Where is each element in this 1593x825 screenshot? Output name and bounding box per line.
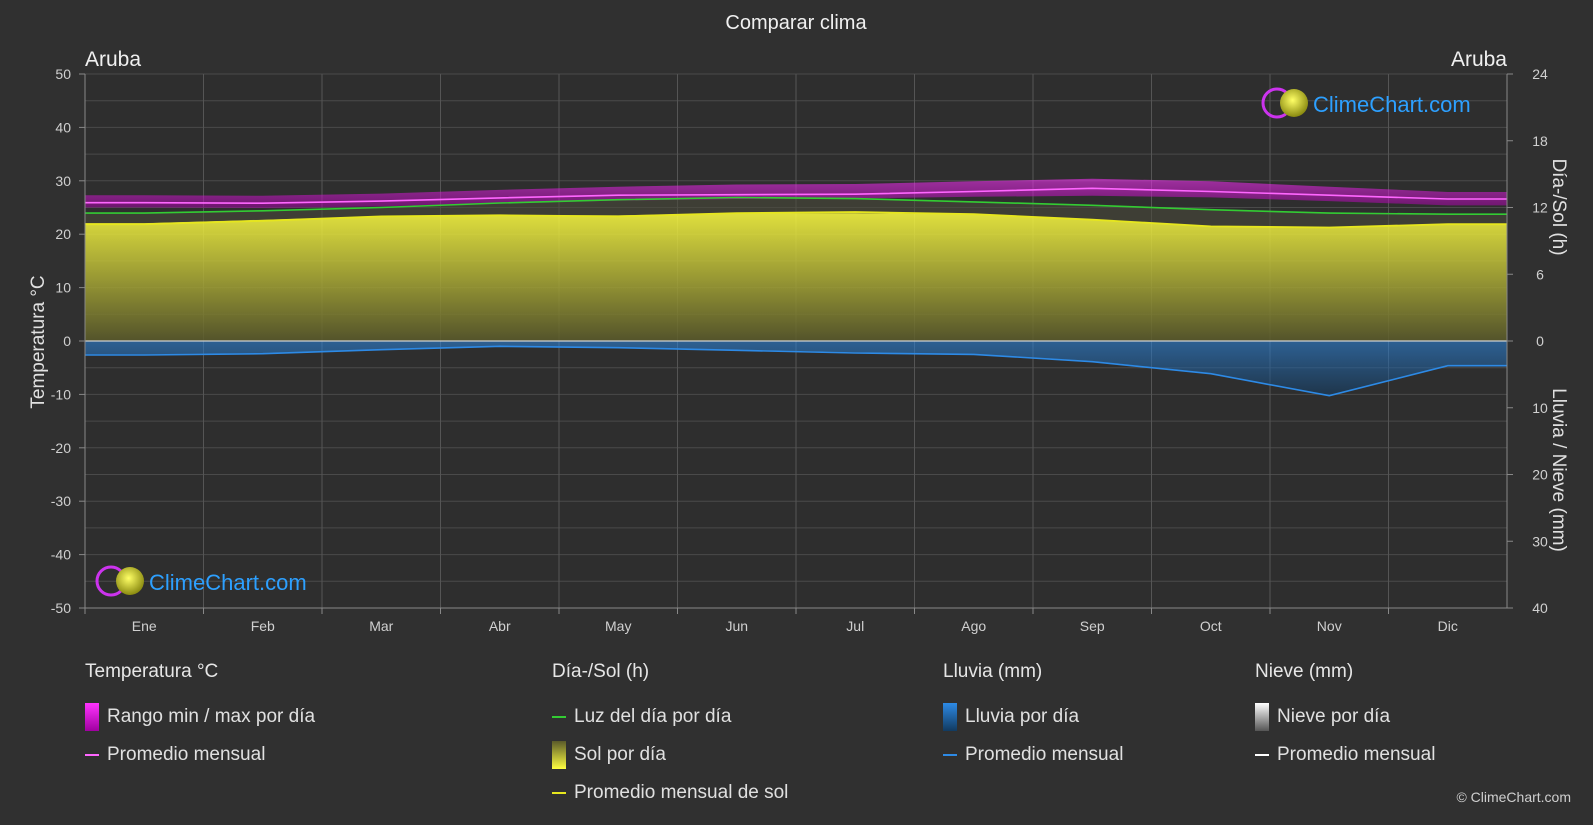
legend-label: Sol por día <box>574 744 666 765</box>
legend-item-snow-daily: Nieve por día <box>1255 698 1435 736</box>
x-month-label: Ene <box>132 618 157 634</box>
legend-title: Día-/Sol (h) <box>552 661 650 682</box>
climechart-logo-icon <box>1261 87 1308 119</box>
y-right-bottom-tick-label: 10 <box>1532 400 1548 416</box>
x-month-label: Ago <box>961 618 986 634</box>
y-right-top-tick-label: 18 <box>1532 133 1548 149</box>
sun-swatch-icon <box>552 741 566 769</box>
legend-label: Luz del día por día <box>574 706 732 727</box>
watermark-bottom: ClimeChart.com <box>95 565 307 597</box>
y-axis-right-top-label: Día-/Sol (h) <box>1548 158 1569 255</box>
temp-mean-line-icon <box>85 754 99 756</box>
y-left-tick-label: 50 <box>55 66 71 82</box>
x-month-label: Sep <box>1080 618 1105 634</box>
y-right-top-tick-label: 24 <box>1532 66 1548 82</box>
legend-group-rain: Lluvia (mm) Lluvia por día Promedio mens… <box>943 660 1123 774</box>
x-month-label: May <box>605 618 631 634</box>
legend-label: Nieve por día <box>1277 706 1391 727</box>
watermark-bottom-text: ClimeChart.com <box>149 570 307 595</box>
legend-label: Promedio mensual <box>107 744 266 765</box>
location-right: Aruba <box>1451 48 1507 71</box>
legend: Temperatura °C Rango min / max por día P… <box>0 660 1593 810</box>
legend-group-temperature: Temperatura °C Rango min / max por día P… <box>85 660 315 774</box>
temp-range-band <box>85 178 1507 208</box>
legend-item-daylight: Luz del día por día <box>552 698 788 736</box>
daylight-line-icon <box>552 716 566 718</box>
daylight-line <box>85 196 1507 215</box>
y-left-tick-label: 0 <box>63 333 71 349</box>
y-right-top-tick-label: 12 <box>1532 200 1548 216</box>
y-left-tick-label: -20 <box>51 440 71 456</box>
copyright: © ClimeChart.com <box>1456 789 1571 805</box>
y-left-tick-label: -10 <box>51 386 71 402</box>
legend-title: Nieve (mm) <box>1255 661 1354 682</box>
x-month-label: Dic <box>1438 618 1458 634</box>
x-month-label: Jul <box>846 618 864 634</box>
sun-area <box>85 213 1507 341</box>
rain-mean-line <box>85 345 1507 397</box>
legend-label: Promedio mensual <box>965 744 1124 765</box>
y-left-tick-label: 40 <box>55 119 71 135</box>
legend-item-temp-mean: Promedio mensual <box>85 736 315 774</box>
y-right-bottom-tick-label: 20 <box>1532 467 1548 483</box>
y-left-tick-label: 30 <box>55 173 71 189</box>
temp-mean-line <box>85 187 1507 205</box>
y-right-top-tick-label: 6 <box>1536 266 1544 282</box>
y-axis-left-label: Temperatura °C <box>28 275 49 408</box>
x-month-label: Nov <box>1317 618 1342 634</box>
y-left-tick-label: -50 <box>51 600 71 616</box>
y-axis-right-bottom-label: Lluvia / Nieve (mm) <box>1548 388 1569 552</box>
y-left-tick-label: -40 <box>51 547 71 563</box>
rain-mean-line-icon <box>943 754 957 756</box>
legend-group-sun: Día-/Sol (h) Luz del día por día Sol por… <box>552 660 788 812</box>
x-month-label: Mar <box>369 618 393 634</box>
sun-mean-line <box>85 211 1507 229</box>
y-left-tick-label: 20 <box>55 226 71 242</box>
snow-swatch-icon <box>1255 703 1269 731</box>
legend-item-sun-daily: Sol por día <box>552 736 788 774</box>
climechart-logo-icon <box>95 565 144 597</box>
snow-mean-line-icon <box>1255 754 1269 756</box>
x-month-label: Oct <box>1200 618 1222 634</box>
chart-title: Comparar clima <box>725 12 867 34</box>
watermark-top-text: ClimeChart.com <box>1313 92 1471 117</box>
legend-item-snow-mean: Promedio mensual <box>1255 736 1435 774</box>
watermark-top: ClimeChart.com <box>1261 87 1471 119</box>
legend-item-rain-daily: Lluvia por día <box>943 698 1123 736</box>
x-month-label: Jun <box>725 618 748 634</box>
sun-mean-line-icon <box>552 792 566 794</box>
y-left-tick-label: -30 <box>51 493 71 509</box>
legend-item-sun-mean: Promedio mensual de sol <box>552 774 788 812</box>
temp-range-swatch-icon <box>85 703 99 731</box>
y-right-bottom-tick-label: 40 <box>1532 600 1548 616</box>
legend-label: Rango min / max por día <box>107 706 316 727</box>
axes: 50 40 30 20 10 0 -10 -20 -30 -40 -50 24 18 12 6 0 10 20 30… <box>51 66 1548 634</box>
legend-title: Lluvia (mm) <box>943 661 1043 682</box>
y-right-bottom-tick-label: 30 <box>1532 533 1548 549</box>
legend-title: Temperatura °C <box>85 661 219 682</box>
legend-group-snow: Nieve (mm) Nieve por día Promedio mensua… <box>1255 660 1435 774</box>
chart-marks <box>85 178 1507 397</box>
x-month-label: Feb <box>251 618 275 634</box>
rain-swatch-icon <box>943 703 957 731</box>
legend-item-rain-mean: Promedio mensual <box>943 736 1123 774</box>
legend-item-temp-range: Rango min / max por día <box>85 698 315 736</box>
legend-label: Promedio mensual de sol <box>574 782 789 803</box>
legend-label: Lluvia por día <box>965 706 1080 727</box>
y-left-tick-label: 10 <box>55 280 71 296</box>
x-month-label: Abr <box>489 618 511 634</box>
rain-area <box>85 341 1507 397</box>
y-right-top-tick-label: 0 <box>1536 333 1544 349</box>
legend-label: Promedio mensual <box>1277 744 1436 765</box>
location-left: Aruba <box>85 48 141 71</box>
